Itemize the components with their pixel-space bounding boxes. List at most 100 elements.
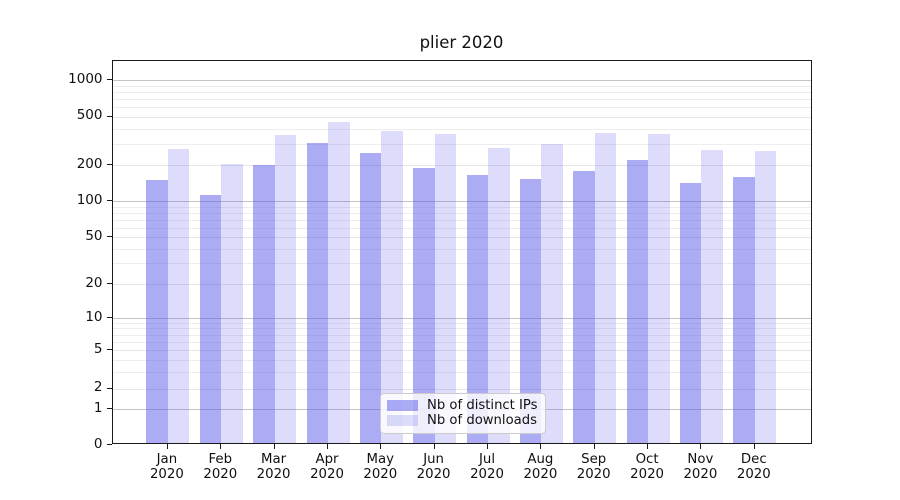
y-axis-tick-label: 2 (93, 379, 103, 395)
gridline (112, 206, 811, 208)
bar-distinct-ips (413, 167, 435, 443)
x-axis-tick (753, 444, 755, 449)
y-axis-tick-label: 10 (85, 308, 103, 325)
gridline (112, 98, 811, 100)
x-axis-tick-label: Oct 2020 (630, 452, 665, 482)
gridline (112, 263, 811, 265)
bar-downloads (488, 147, 510, 443)
x-axis-tick (433, 444, 435, 449)
bar-distinct-ips (626, 160, 649, 443)
bar-downloads (328, 121, 350, 443)
gridline (112, 359, 811, 361)
x-axis-tick (273, 444, 275, 449)
x-axis-tick-label: Apr 2020 (310, 452, 344, 482)
bar-distinct-ips (679, 183, 702, 443)
legend-swatch-distinct-ips (387, 400, 418, 411)
gridline (112, 371, 811, 373)
x-axis-tick-label: Dec 2020 (736, 452, 771, 482)
x-axis-tick-label: Nov 2020 (683, 452, 718, 482)
x-axis-tick (593, 444, 595, 449)
x-axis-tick (380, 444, 382, 449)
x-axis-tick-label: Aug 2020 (523, 452, 558, 482)
y-axis-tick-label: 1 (93, 399, 103, 416)
x-axis-tick-label: Jan 2020 (149, 452, 184, 482)
x-axis-tick-label: Jul 2020 (470, 452, 504, 482)
gridline (112, 165, 811, 167)
gridline (112, 212, 811, 214)
y-axis-tick-label: 20 (85, 274, 103, 291)
y-axis-tick-label: 0 (93, 435, 103, 452)
x-axis-tick (220, 444, 222, 449)
bar-distinct-ips (359, 152, 382, 443)
y-axis-tick (106, 408, 112, 409)
y-axis-tick (106, 164, 112, 166)
bar-distinct-ips (733, 177, 755, 443)
y-axis-tick (106, 444, 112, 445)
bar-distinct-ips (253, 165, 275, 443)
bar-downloads (221, 164, 243, 443)
gridline (112, 143, 811, 145)
bar-downloads (434, 133, 457, 443)
bar-distinct-ips (573, 170, 595, 443)
y-axis-tick-label: 5 (93, 340, 103, 357)
bar-distinct-ips (306, 142, 328, 443)
y-axis-tick (106, 236, 112, 237)
bar-distinct-ips (466, 175, 488, 443)
y-axis-tick-label: 200 (76, 155, 103, 172)
bar-distinct-ips (146, 179, 168, 443)
x-axis-tick (647, 444, 649, 449)
x-axis-tick (166, 444, 168, 449)
gridline (112, 91, 811, 93)
gridline (112, 341, 811, 343)
gridline (112, 219, 811, 221)
plot-area (111, 60, 812, 444)
gridline (112, 201, 811, 202)
gridline (112, 227, 811, 229)
y-axis-tick (106, 387, 112, 389)
y-axis-tick (106, 349, 112, 351)
gridline (112, 80, 811, 81)
bar-downloads (754, 151, 777, 443)
bar-downloads (274, 135, 297, 443)
x-axis-tick (327, 444, 328, 449)
gridline (112, 328, 811, 330)
x-axis-tick (700, 444, 702, 449)
y-axis-tick-label: 1000 (68, 70, 103, 87)
gridline (112, 318, 811, 319)
x-axis-tick-label: Mar 2020 (256, 452, 291, 482)
legend-label: Nb of downloads (427, 413, 537, 428)
bar-distinct-ips (519, 179, 542, 443)
x-axis-tick-label: Jun 2020 (416, 452, 451, 482)
bar-distinct-ips (199, 195, 222, 443)
gridline (112, 248, 811, 250)
bar-downloads (167, 149, 190, 443)
legend-item: Nb of downloads (387, 413, 537, 428)
chart-title: plier 2020 (419, 33, 504, 52)
y-axis-tick (106, 115, 112, 117)
y-axis-tick-label: 100 (76, 191, 103, 208)
x-axis-tick (487, 444, 488, 449)
gridline (112, 334, 811, 336)
x-axis-tick-label: May 2020 (363, 452, 398, 482)
gridline (112, 107, 811, 108)
x-axis-tick (540, 444, 542, 449)
y-axis-tick-label: 50 (85, 227, 103, 244)
x-axis-tick-label: Sep 2020 (576, 452, 611, 482)
y-axis-tick-label: 500 (76, 107, 103, 124)
bar-downloads (648, 133, 670, 443)
gridline (112, 85, 811, 87)
legend-item: Nb of distinct IPs (387, 398, 538, 413)
y-axis-tick (106, 79, 112, 80)
bar-downloads (594, 132, 617, 443)
bar-downloads (701, 149, 723, 443)
gridline (112, 237, 811, 238)
x-axis-tick-label: Feb 2020 (203, 452, 238, 482)
y-axis-tick (106, 283, 112, 285)
gridline (112, 322, 811, 324)
gridline (112, 284, 811, 286)
bar-downloads (381, 130, 403, 443)
legend-swatch-downloads (387, 415, 418, 426)
gridline (112, 350, 811, 352)
gridline (112, 128, 811, 130)
